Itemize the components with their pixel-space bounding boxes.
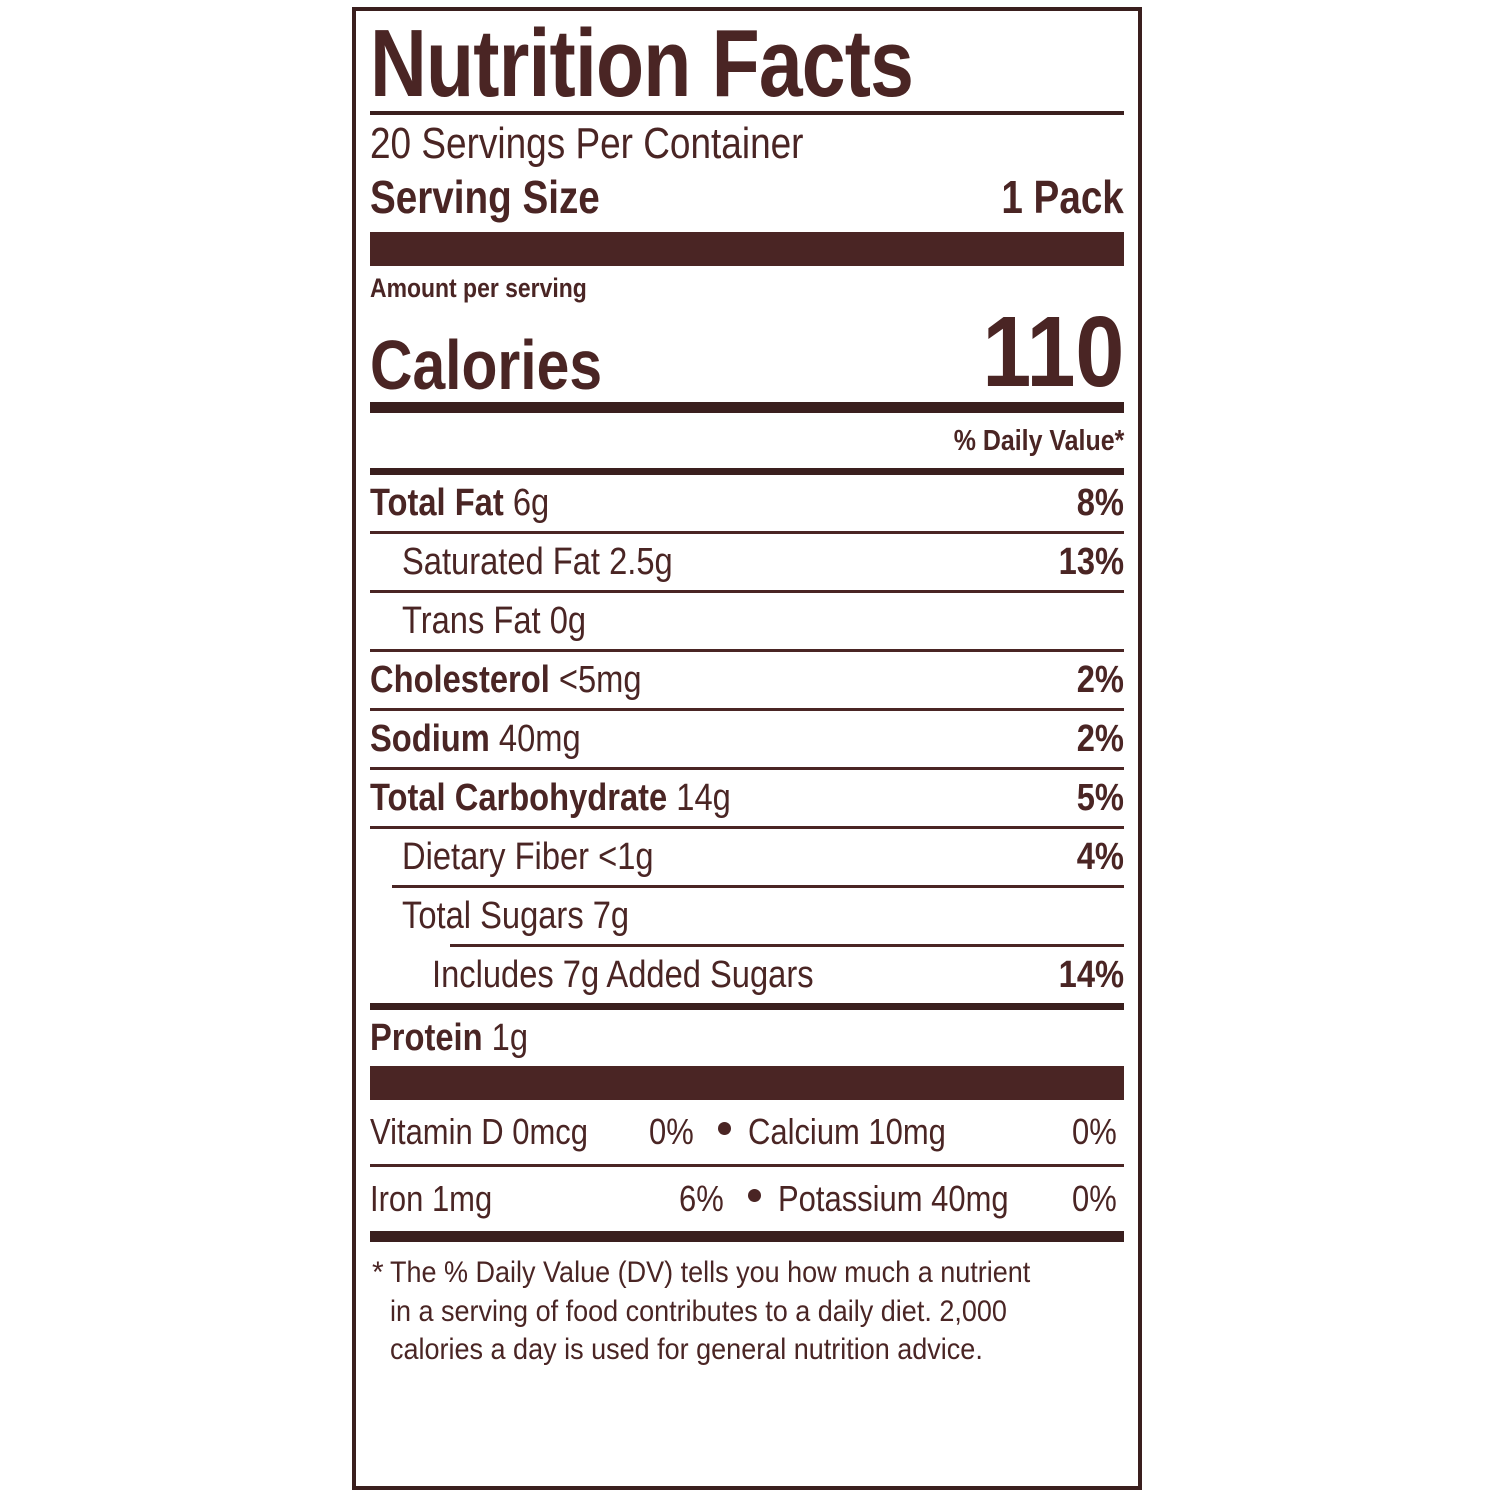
nutrient-row-added-sugars: Includes 7g Added Sugars 14% — [370, 947, 1124, 1003]
nutrient-name-total-fat: Total Fat 6g — [370, 482, 550, 525]
nutrient-dv-cholesterol: 2% — [1076, 659, 1124, 702]
iron-name: Iron 1mg — [370, 1178, 493, 1220]
nutrient-dv-added-sugars: 14% — [1058, 954, 1124, 997]
bar-under-calories — [370, 402, 1124, 414]
rule-under-title — [370, 111, 1124, 116]
rule-above-total-fat — [370, 468, 1124, 476]
vitamin-d-dv: 0% — [649, 1111, 695, 1153]
calcium-dv: 0% — [1071, 1111, 1117, 1153]
calories-value: 110 — [982, 296, 1124, 409]
vitamin-d-name: Vitamin D 0mcg — [370, 1111, 588, 1153]
bullet-separator-icon — [718, 1122, 732, 1136]
bar-above-footnote — [370, 1231, 1124, 1243]
calories-label: Calories — [370, 326, 603, 405]
bar-under-serving-size — [370, 232, 1124, 267]
vitamin-row-1: Vitamin D 0mcg 0% Calcium 10mg 0% — [370, 1100, 1124, 1164]
serving-size-label: Serving Size — [370, 171, 600, 224]
nutrient-name-total-carbohydrate: Total Carbohydrate 14g — [370, 777, 731, 820]
calcium-name: Calcium 10mg — [748, 1111, 947, 1153]
daily-value-header: % Daily Value* — [953, 425, 1124, 458]
serving-size-value: 1 Pack — [1001, 171, 1124, 224]
nutrient-name-saturated-fat: Saturated Fat 2.5g — [402, 541, 673, 584]
nutrient-row-sodium: Sodium 40mg 2% — [370, 711, 1124, 767]
nutrition-facts-label: Nutrition Facts 20 Servings Per Containe… — [352, 7, 1142, 1490]
nutrient-dv-saturated-fat: 13% — [1058, 541, 1124, 584]
calories-row: Calories 110 — [370, 296, 1124, 409]
rule-above-total-sugars — [392, 885, 1124, 889]
nutrient-dv-total-fat: 8% — [1076, 482, 1124, 525]
rule-above-trans-fat — [370, 590, 1124, 594]
nutrient-row-protein: Protein 1g — [370, 1010, 1124, 1066]
nutrient-name-total-sugars: Total Sugars 7g — [402, 895, 630, 938]
nutrient-row-total-sugars: Total Sugars 7g — [370, 888, 1124, 944]
nutrient-name-sodium: Sodium 40mg — [370, 718, 581, 761]
rule-above-total-carbohydrate — [370, 767, 1124, 771]
nutrient-dv-dietary-fiber: 4% — [1076, 836, 1124, 879]
servings-per-container: 20 Servings Per Container — [370, 119, 804, 169]
potassium-dv: 0% — [1071, 1178, 1117, 1220]
vitamin-row-2: Iron 1mg 6% Potassium 40mg 0% — [370, 1167, 1124, 1231]
nutrient-name-added-sugars: Includes 7g Added Sugars — [432, 954, 814, 997]
rule-above-dietary-fiber — [370, 826, 1124, 830]
amount-per-serving-label: Amount per serving — [370, 273, 587, 304]
rule-above-sodium — [370, 708, 1124, 712]
nutrient-row-dietary-fiber: Dietary Fiber <1g 4% — [370, 829, 1124, 885]
footnote-asterisk: * — [372, 1256, 384, 1290]
serving-size-row: Serving Size 1 Pack — [370, 168, 1124, 232]
page-title: Nutrition Facts — [370, 10, 914, 117]
footnote: * The % Daily Value (DV) tells you how m… — [370, 1242, 1124, 1369]
nutrient-row-total-fat: Total Fat 6g 8% — [370, 475, 1124, 531]
rule-above-protein — [370, 1003, 1124, 1011]
bar-under-protein — [370, 1066, 1124, 1101]
nutrient-name-cholesterol: Cholesterol <5mg — [370, 659, 642, 702]
nutrient-name-protein: Protein 1g — [370, 1017, 529, 1060]
iron-dv: 6% — [678, 1178, 724, 1220]
nutrient-name-dietary-fiber: Dietary Fiber <1g — [402, 836, 654, 879]
nutrient-row-trans-fat: Trans Fat 0g — [370, 593, 1124, 649]
nutrient-dv-total-carbohydrate: 5% — [1076, 777, 1124, 820]
rule-between-vitamin-rows — [370, 1164, 1124, 1168]
potassium-name: Potassium 40mg — [777, 1178, 1009, 1220]
nutrient-row-saturated-fat: Saturated Fat 2.5g 13% — [370, 534, 1124, 590]
nutrient-name-trans-fat: Trans Fat 0g — [402, 600, 587, 643]
rule-above-cholesterol — [370, 649, 1124, 653]
nutrient-row-cholesterol: Cholesterol <5mg 2% — [370, 652, 1124, 708]
rule-above-saturated-fat — [370, 531, 1124, 535]
bullet-separator-icon — [747, 1189, 761, 1203]
nutrient-dv-sodium: 2% — [1076, 718, 1124, 761]
rule-above-added-sugars — [450, 944, 1124, 948]
nutrient-row-total-carbohydrate: Total Carbohydrate 14g 5% — [370, 770, 1124, 826]
footnote-text: The % Daily Value (DV) tells you how muc… — [389, 1256, 1030, 1367]
